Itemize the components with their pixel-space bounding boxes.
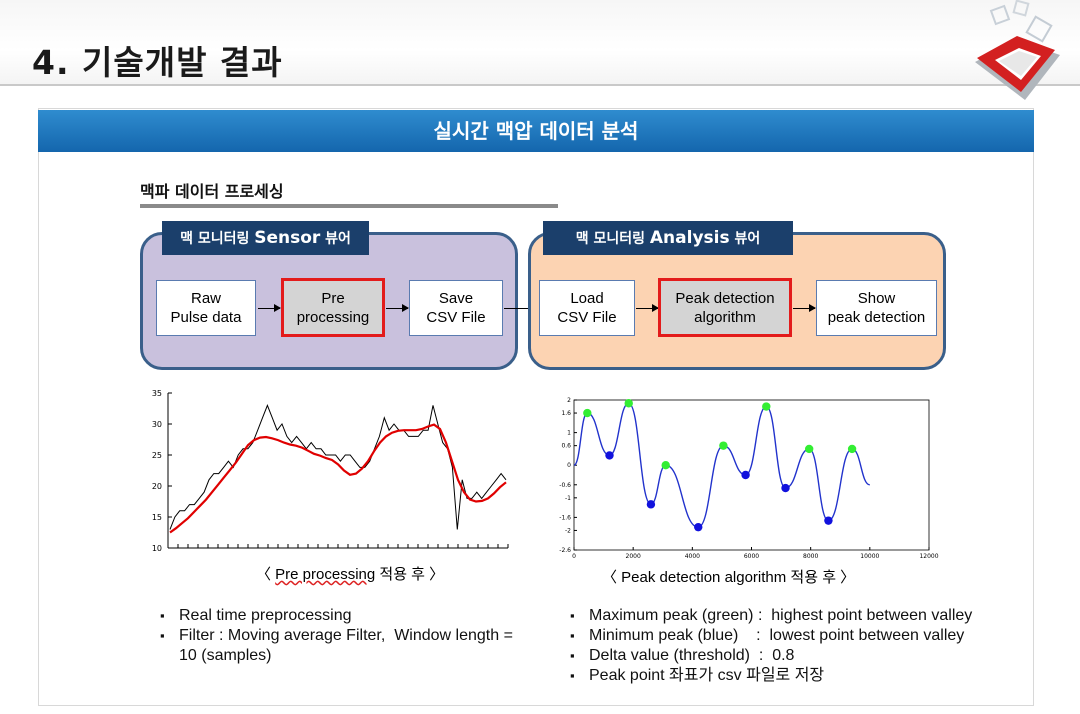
max-peak-point bbox=[762, 402, 771, 411]
section-title: 맥파 데이터 프로세싱 bbox=[140, 182, 284, 201]
title-band bbox=[0, 0, 1080, 84]
max-peak-point bbox=[583, 408, 592, 418]
step-show-peak-detection: Show peak detection bbox=[816, 280, 937, 336]
y-tick-label: -1 bbox=[565, 495, 571, 502]
note-item: Real time preprocessing bbox=[158, 606, 538, 626]
y-tick-label: -0.6 bbox=[559, 482, 571, 489]
step-label: Save CSV File bbox=[426, 290, 486, 326]
company-logo bbox=[975, 0, 1060, 100]
note-item: Delta value (threshold) : 0.8 bbox=[568, 646, 1018, 666]
section-banner: 실시간 맥압 데이터 분석 bbox=[38, 110, 1034, 152]
min-peak-point bbox=[694, 522, 703, 532]
sensor-tag-suffix: 뷰어 bbox=[325, 231, 351, 247]
step-label: Pre processing bbox=[296, 289, 370, 326]
note-text: Peak point 좌표가 csv 파일로 저장 bbox=[589, 667, 825, 684]
analysis-tag-en: Analysis bbox=[649, 228, 730, 248]
raw-signal-line bbox=[169, 404, 507, 530]
note-item: Maximum peak (green) : highest point bet… bbox=[568, 606, 1018, 626]
min-peak-point bbox=[781, 483, 790, 493]
caption-prefix: 〈 bbox=[256, 566, 276, 583]
step-label: Load CSV File bbox=[557, 290, 617, 326]
analysis-tag-suffix: 뷰어 bbox=[734, 231, 761, 247]
caption-highlight: Pre processing bbox=[275, 566, 376, 583]
preprocessing-chart: 35 30 25 20 15 10 bbox=[152, 389, 509, 553]
caption-suffix: 적용 후 〉 bbox=[375, 566, 445, 583]
max-peak-point bbox=[847, 444, 857, 454]
x-tick-label: 0 bbox=[572, 553, 576, 560]
sensor-tag-ko: 맥 모니터링 bbox=[180, 231, 250, 247]
sensor-viewer-tag: 맥 모니터링 Sensor 뷰어 bbox=[162, 221, 369, 255]
filtered-signal-line bbox=[169, 423, 507, 534]
y-tick-label: 2 bbox=[567, 397, 571, 404]
flow-arrow bbox=[793, 304, 816, 312]
note-item: Filter : Moving average Filter, Window l… bbox=[158, 626, 538, 666]
flow-arrow bbox=[258, 304, 281, 312]
step-save-csv-file: Save CSV File bbox=[409, 280, 503, 336]
y-tick-label: 15 bbox=[152, 513, 162, 522]
peak-detection-caption: 〈 Peak detection algorithm 적용 후 〉 bbox=[602, 569, 856, 586]
x-tick-label: 12000 bbox=[919, 553, 938, 560]
step-label: Show peak detection bbox=[827, 290, 926, 326]
flow-arrow bbox=[636, 304, 659, 312]
note-item: Peak point 좌표가 csv 파일로 저장 bbox=[568, 666, 1018, 686]
y-tick-label: 20 bbox=[152, 482, 162, 491]
x-tick-label: 6000 bbox=[744, 553, 759, 560]
step-raw-pulse-data: Raw Pulse data bbox=[156, 280, 256, 336]
sensor-tag-en: Sensor bbox=[254, 228, 321, 248]
min-peak-point bbox=[741, 470, 750, 480]
peak-detection-chart: 21.610.60-0.6-1-1.6-2-2.60 2000 4000 6000 80… bbox=[559, 397, 938, 560]
section-underline bbox=[140, 204, 558, 208]
x-tick-label: 8000 bbox=[803, 553, 818, 560]
note-text: Delta value (threshold) : 0.8 bbox=[589, 647, 795, 664]
step-label: Raw Pulse data bbox=[170, 290, 242, 326]
note-item: Minimum peak (blue) : lowest point betwe… bbox=[568, 626, 1018, 646]
x-tick-label: 2000 bbox=[626, 553, 641, 560]
y-tick-label: 30 bbox=[152, 420, 162, 429]
analysis-viewer-tag: 맥 모니터링 Analysis 뷰어 bbox=[543, 221, 793, 255]
y-tick-label: 25 bbox=[152, 451, 162, 460]
y-tick-label: 1.6 bbox=[561, 410, 571, 417]
signal-curve bbox=[573, 402, 871, 528]
y-tick-label: -2.6 bbox=[559, 547, 571, 554]
step-peak-detection-algorithm: Peak detection algorithm bbox=[658, 278, 792, 337]
step-load-csv-file: Load CSV File bbox=[539, 280, 635, 336]
y-tick-label: 35 bbox=[152, 389, 162, 398]
flow-arrow bbox=[386, 304, 409, 312]
min-peak-point bbox=[646, 500, 656, 509]
y-tick-label: -2 bbox=[565, 527, 571, 534]
note-text: Maximum peak (green) : highest point bet… bbox=[589, 607, 973, 624]
max-peak-point bbox=[719, 441, 728, 450]
y-tick-label: -1.6 bbox=[559, 514, 571, 521]
note-text: Filter : Moving average Filter, Window l… bbox=[179, 627, 513, 664]
note-text: Real time preprocessing bbox=[179, 607, 352, 624]
analysis-tag-ko: 맥 모니터링 bbox=[575, 231, 646, 247]
max-peak-point bbox=[624, 399, 633, 408]
min-peak-point bbox=[824, 516, 833, 525]
preprocessing-caption: 〈 Pre processing 적용 후 〉 bbox=[256, 563, 444, 584]
min-peak-point bbox=[605, 451, 614, 460]
notes-right: Maximum peak (green) : highest point bet… bbox=[568, 606, 1018, 686]
title-divider bbox=[0, 84, 1080, 86]
y-tick-label: 10 bbox=[152, 544, 162, 553]
slide-title: 4. 기술개발 결과 bbox=[32, 43, 283, 82]
y-tick-label: 1 bbox=[567, 430, 571, 437]
max-peak-point bbox=[661, 461, 670, 470]
x-tick-label: 10000 bbox=[860, 553, 879, 560]
note-text: Minimum peak (blue) : lowest point betwe… bbox=[589, 627, 965, 644]
step-label: Peak detection algorithm bbox=[675, 289, 775, 326]
step-pre-processing: Pre processing bbox=[281, 278, 385, 337]
plot-frame bbox=[573, 399, 930, 551]
x-tick-label: 4000 bbox=[685, 553, 700, 560]
notes-left: Real time preprocessing Filter : Moving … bbox=[158, 606, 538, 666]
max-peak-point bbox=[804, 444, 814, 454]
y-tick-label: 0.6 bbox=[561, 443, 571, 450]
y-tick-label: 0 bbox=[567, 462, 571, 469]
